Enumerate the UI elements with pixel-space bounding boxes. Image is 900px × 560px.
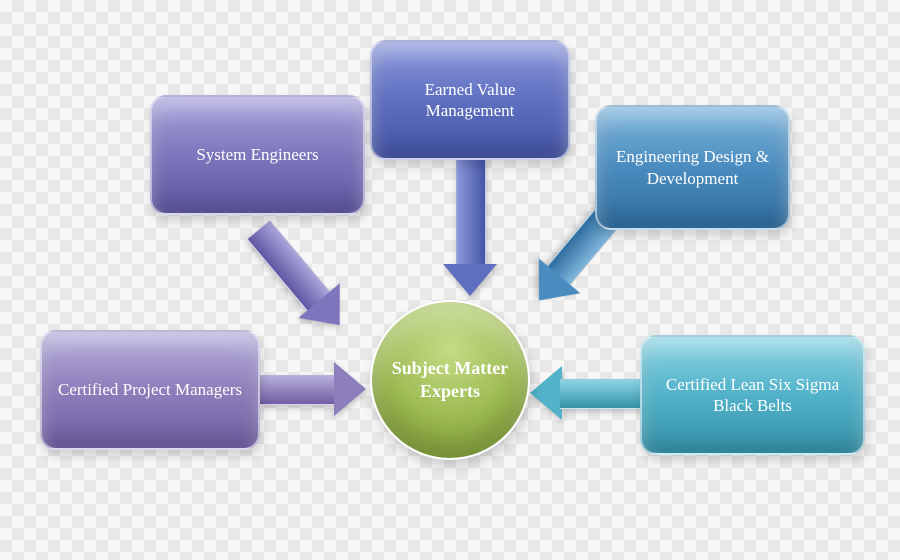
node-label: Engineering Design & Development — [611, 146, 774, 189]
node-earned-value-management: Earned Value Management — [370, 40, 570, 160]
node-label: Certified Lean Six Sigma Black Belts — [656, 374, 849, 417]
node-label: Certified Project Managers — [58, 379, 242, 400]
node-engineering-design-development: Engineering Design & Development — [595, 105, 790, 230]
node-certified-project-managers: Certified Project Managers — [40, 330, 260, 450]
center-label: Subject Matter Experts — [372, 357, 528, 404]
node-label: System Engineers — [196, 144, 318, 165]
node-system-engineers: System Engineers — [150, 95, 365, 215]
node-label: Earned Value Management — [386, 79, 554, 122]
center-subject-matter-experts: Subject Matter Experts — [370, 300, 530, 460]
diagram-canvas: Subject Matter Experts Certified Project… — [0, 0, 900, 560]
node-lean-six-sigma: Certified Lean Six Sigma Black Belts — [640, 335, 865, 455]
